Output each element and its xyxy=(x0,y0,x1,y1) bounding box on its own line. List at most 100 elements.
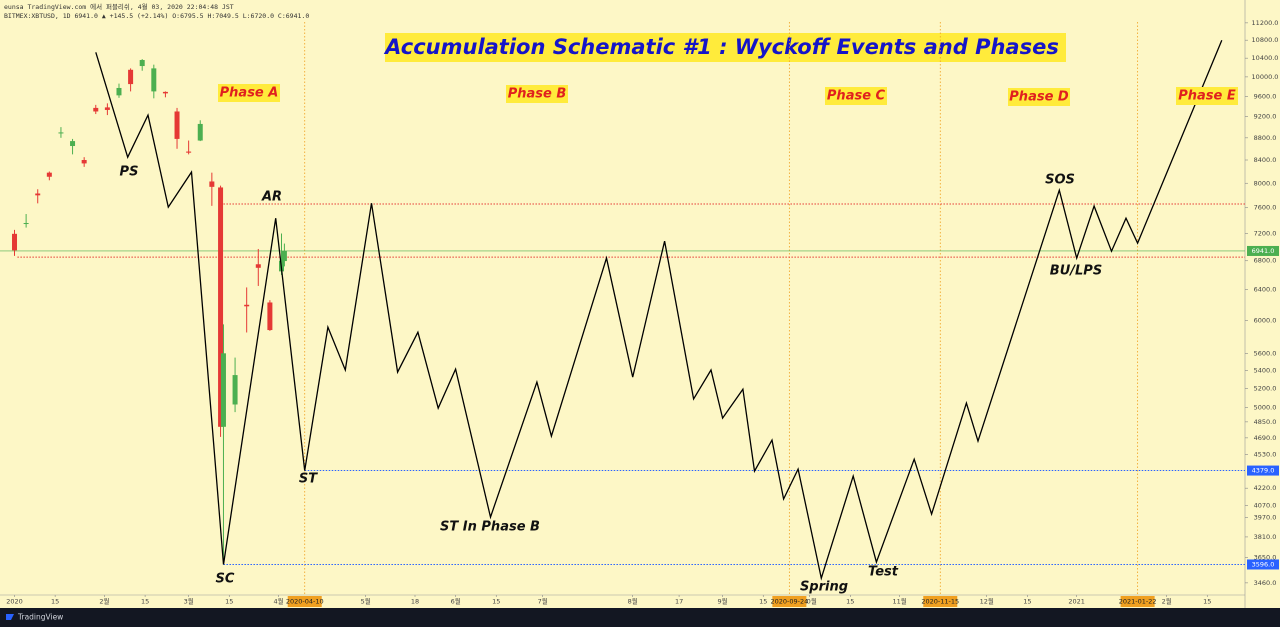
x-tick-label: 15 xyxy=(1203,598,1211,606)
phase-box xyxy=(218,84,280,102)
y-tick-label: 3650.0 xyxy=(1254,553,1277,561)
candle-body xyxy=(197,123,203,141)
candle-body xyxy=(93,107,99,112)
candle-body xyxy=(281,250,287,262)
event-label: PS xyxy=(120,165,139,180)
y-tick-label: 5400.0 xyxy=(1254,367,1277,375)
phase-box xyxy=(1176,87,1238,105)
candle-body xyxy=(23,223,29,225)
date-marker-label: 2020-11-15 xyxy=(921,598,959,606)
event-label: Test xyxy=(868,565,899,580)
x-tick-label: 11월 xyxy=(893,597,907,606)
x-tick-label: 10월 xyxy=(803,597,817,606)
phase-label: Phase C xyxy=(827,89,886,104)
phase-label: Phase B xyxy=(508,87,567,102)
x-tick-label: 4월 xyxy=(274,597,284,606)
brand-logo xyxy=(6,614,14,620)
last-price-label: 6941.0 xyxy=(1252,247,1275,255)
x-tick-label: 5월 xyxy=(361,597,371,606)
y-tick-label: 6400.0 xyxy=(1254,286,1277,294)
x-tick-label: 15 xyxy=(141,598,149,606)
candle-body xyxy=(81,160,87,164)
phase-box xyxy=(506,85,568,103)
candle-body xyxy=(162,91,168,94)
chart-title: Accumulation Schematic #1 : Wyckoff Even… xyxy=(383,35,1059,59)
y-tick-label: 7200.0 xyxy=(1254,229,1277,237)
phase-label: Phase E xyxy=(1178,89,1236,104)
y-tick-label: 9600.0 xyxy=(1254,92,1277,100)
candle-body xyxy=(244,304,250,307)
y-tick-label: 10000.0 xyxy=(1252,73,1279,81)
candle-body xyxy=(186,151,192,153)
y-tick-label: 6800.0 xyxy=(1254,257,1277,265)
date-marker-box xyxy=(287,596,322,607)
x-tick-label: 15 xyxy=(846,598,854,606)
candle-body xyxy=(255,264,261,268)
candle-body xyxy=(116,87,122,96)
candle-body xyxy=(232,375,238,405)
x-tick-label: 7월 xyxy=(538,597,548,606)
x-tick-label: 15 xyxy=(492,598,500,606)
phase-label: Phase D xyxy=(1009,90,1069,105)
event-label: ST In Phase B xyxy=(440,520,540,535)
candle-body xyxy=(104,107,110,110)
phase-box xyxy=(1008,88,1070,106)
y-tick-label: 4850.0 xyxy=(1254,418,1277,426)
brand: TradingView xyxy=(17,613,63,622)
y-tick-label: 7600.0 xyxy=(1254,204,1277,212)
y-tick-label: 5200.0 xyxy=(1254,385,1277,393)
candle-body xyxy=(220,353,226,427)
y-tick-label: 9200.0 xyxy=(1254,113,1277,121)
x-tick-label: 12월 xyxy=(980,597,994,606)
x-tick-label: 17 xyxy=(675,598,683,606)
event-label: BU/LPS xyxy=(1050,264,1102,279)
y-tick-label: 10400.0 xyxy=(1252,54,1279,62)
candle-body xyxy=(128,69,134,85)
x-tick-label: 15 xyxy=(1023,598,1031,606)
candle-body xyxy=(174,111,180,139)
candle-body xyxy=(70,141,76,147)
y-tick-label: 8000.0 xyxy=(1254,179,1277,187)
candle-body xyxy=(58,132,64,134)
candle-body xyxy=(139,60,145,67)
x-tick-label: 2월 xyxy=(1162,597,1172,606)
x-tick-label: 15 xyxy=(51,598,59,606)
candle-body xyxy=(151,68,157,92)
price-label-box xyxy=(1247,559,1279,570)
x-tick-label: 2020 xyxy=(6,598,23,606)
y-tick-label: 4070.0 xyxy=(1254,501,1277,509)
x-tick-label: 2월 xyxy=(99,597,109,606)
candle-body xyxy=(218,187,224,427)
x-tick-label: 2021 xyxy=(1068,598,1085,606)
y-tick-label: 8800.0 xyxy=(1254,134,1277,142)
price-label-box xyxy=(1247,465,1279,476)
date-marker-label: 2021-01-22 xyxy=(1119,598,1157,606)
x-tick-label: 15 xyxy=(225,598,233,606)
symbol-line: BITMEX:XBTUSD, 1D 6941.0 ▲ +145.5 (+2.14… xyxy=(4,12,309,20)
phase-box xyxy=(825,87,887,105)
candle-body xyxy=(46,172,52,177)
x-tick-label: 9월 xyxy=(718,597,728,606)
y-tick-label: 10800.0 xyxy=(1252,36,1279,44)
y-tick-label: 5600.0 xyxy=(1254,349,1277,357)
y-tick-label: 8400.0 xyxy=(1254,156,1277,164)
y-tick-label: 4530.0 xyxy=(1254,450,1277,458)
event-label: ST xyxy=(299,472,318,487)
date-marker-label: 2020-04-10 xyxy=(286,598,324,606)
event-label: Spring xyxy=(800,580,848,595)
candle-body xyxy=(267,302,273,331)
date-marker-box xyxy=(772,596,807,607)
y-tick-label: 4690.0 xyxy=(1254,434,1277,442)
schematic-line xyxy=(95,39,1223,581)
publisher-line: eunsa TradingView.com 에서 퍼블리쉬, 4월 03, 20… xyxy=(4,2,234,11)
x-tick-label: 8월 xyxy=(628,597,638,606)
date-marker-label: 2020-09-24 xyxy=(770,598,808,606)
x-tick-label: 15 xyxy=(759,598,767,606)
price-label: 4379.0 xyxy=(1252,467,1275,475)
x-tick-label: 18 xyxy=(411,598,419,606)
date-marker-box xyxy=(1120,596,1155,607)
price-label: 3596.0 xyxy=(1252,560,1275,568)
x-tick-label: 6월 xyxy=(451,597,461,606)
